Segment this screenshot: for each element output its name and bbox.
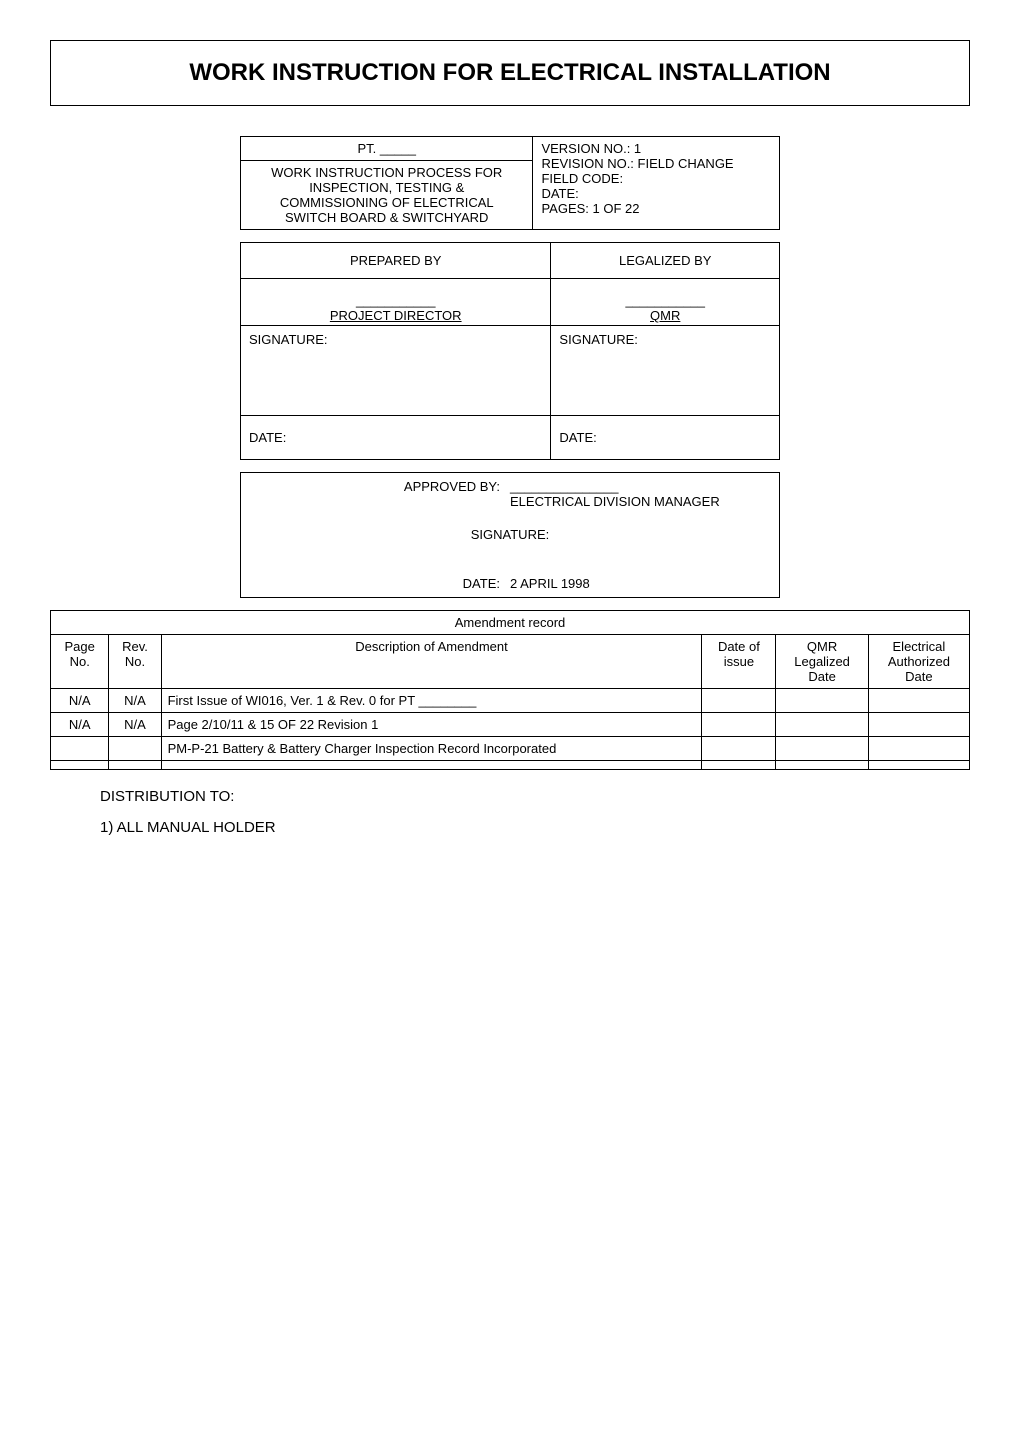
cell-page — [51, 737, 109, 761]
amendment-table: Amendment record PageNo. Rev.No. Descrip… — [50, 610, 970, 770]
cell-qmr — [776, 713, 868, 737]
cell-qmr — [776, 689, 868, 713]
title-box: WORK INSTRUCTION FOR ELECTRICAL INSTALLA… — [50, 40, 970, 106]
prepared-role: PROJECT DIRECTOR — [330, 308, 462, 323]
document-title: WORK INSTRUCTION FOR ELECTRICAL INSTALLA… — [71, 59, 949, 87]
col-rev-no: Rev.No. — [109, 635, 161, 689]
process-cell: WORK INSTRUCTION PROCESS FOR INSPECTION,… — [241, 161, 533, 230]
cell-desc: PM-P-21 Battery & Battery Charger Inspec… — [161, 737, 702, 761]
amendment-title: Amendment record — [51, 611, 970, 635]
distribution-title: DISTRIBUTION TO: — [100, 788, 970, 805]
manager-role: ELECTRICAL DIVISION MANAGER — [510, 494, 720, 509]
cell-date — [702, 737, 776, 761]
legalized-signature-cell: SIGNATURE: — [551, 326, 780, 416]
approved-date-label: DATE: — [463, 576, 500, 591]
prepared-name-cell: ___________ PROJECT DIRECTOR — [241, 279, 551, 326]
approved-table: APPROVED BY: _______________ ELECTRICAL … — [240, 472, 780, 598]
approved-by-label: APPROVED BY: — [404, 479, 500, 494]
distribution-item-1: 1) ALL MANUAL HOLDER — [100, 819, 970, 836]
cell-date — [702, 713, 776, 737]
prepared-signature-cell: SIGNATURE: — [241, 326, 551, 416]
meta-cell: VERSION NO.: 1 REVISION NO.: FIELD CHANG… — [533, 137, 780, 230]
legalized-by-header: LEGALIZED BY — [551, 243, 780, 279]
cell-desc: Page 2/10/11 & 15 OF 22 Revision 1 — [161, 713, 702, 737]
table-row: N/A N/A First Issue of WI016, Ver. 1 & R… — [51, 689, 970, 713]
approved-sig-label: SIGNATURE: — [471, 527, 550, 542]
legalized-date-cell: DATE: — [551, 416, 780, 460]
cell-rev — [109, 737, 161, 761]
cell-elec — [868, 737, 969, 761]
distribution-section: DISTRIBUTION TO: 1) ALL MANUAL HOLDER — [100, 788, 970, 836]
version: VERSION NO.: 1 — [541, 141, 641, 156]
legalized-date-label: DATE: — [559, 430, 596, 445]
col-date-issue: Date ofissue — [702, 635, 776, 689]
cell-desc — [161, 761, 702, 770]
cell-qmr — [776, 737, 868, 761]
cell-rev — [109, 761, 161, 770]
header-table: PT. _____ VERSION NO.: 1 REVISION NO.: F… — [240, 136, 780, 230]
cell-page — [51, 761, 109, 770]
field-code: FIELD CODE: — [541, 171, 623, 186]
col-description: Description of Amendment — [161, 635, 702, 689]
legalized-sig-label: SIGNATURE: — [559, 332, 638, 347]
cell-desc: First Issue of WI016, Ver. 1 & Rev. 0 fo… — [161, 689, 702, 713]
cell-date — [702, 689, 776, 713]
cell-page: N/A — [51, 713, 109, 737]
prepared-date-cell: DATE: — [241, 416, 551, 460]
cell-qmr — [776, 761, 868, 770]
legalized-role: QMR — [650, 308, 680, 323]
cell-date — [702, 761, 776, 770]
prepared-date-label: DATE: — [249, 430, 286, 445]
process-line-3: COMMISSIONING OF ELECTRICAL — [280, 195, 494, 210]
process-line-1: WORK INSTRUCTION PROCESS FOR — [271, 165, 502, 180]
legalized-name: ___________ — [625, 293, 705, 308]
cell-rev: N/A — [109, 713, 161, 737]
col-electrical: ElectricalAuthorizedDate — [868, 635, 969, 689]
col-qmr: QMRLegalizedDate — [776, 635, 868, 689]
cell-rev: N/A — [109, 689, 161, 713]
cell-elec — [868, 713, 969, 737]
prepared-sig-label: SIGNATURE: — [249, 332, 328, 347]
table-row: N/A N/A Page 2/10/11 & 15 OF 22 Revision… — [51, 713, 970, 737]
revision: REVISION NO.: FIELD CHANGE — [541, 156, 733, 171]
process-line-4: SWITCH BOARD & SWITCHYARD — [285, 210, 488, 225]
table-row: PM-P-21 Battery & Battery Charger Inspec… — [51, 737, 970, 761]
process-line-2: INSPECTION, TESTING & — [309, 180, 464, 195]
cell-elec — [868, 761, 969, 770]
company-cell: PT. _____ — [241, 137, 533, 161]
date-label: DATE: — [541, 186, 578, 201]
table-row — [51, 761, 970, 770]
prepared-name: ___________ — [356, 293, 436, 308]
legalized-name-cell: ___________ QMR — [551, 279, 780, 326]
approved-date-value: 2 APRIL 1998 — [510, 576, 590, 591]
manager-name: _______________ — [510, 479, 618, 494]
approval-table: PREPARED BY LEGALIZED BY ___________ PRO… — [240, 242, 780, 460]
prepared-by-header: PREPARED BY — [241, 243, 551, 279]
cell-page: N/A — [51, 689, 109, 713]
cell-elec — [868, 689, 969, 713]
approved-by-cell: APPROVED BY: _______________ ELECTRICAL … — [241, 473, 780, 598]
pages: PAGES: 1 OF 22 — [541, 201, 639, 216]
col-page-no: PageNo. — [51, 635, 109, 689]
